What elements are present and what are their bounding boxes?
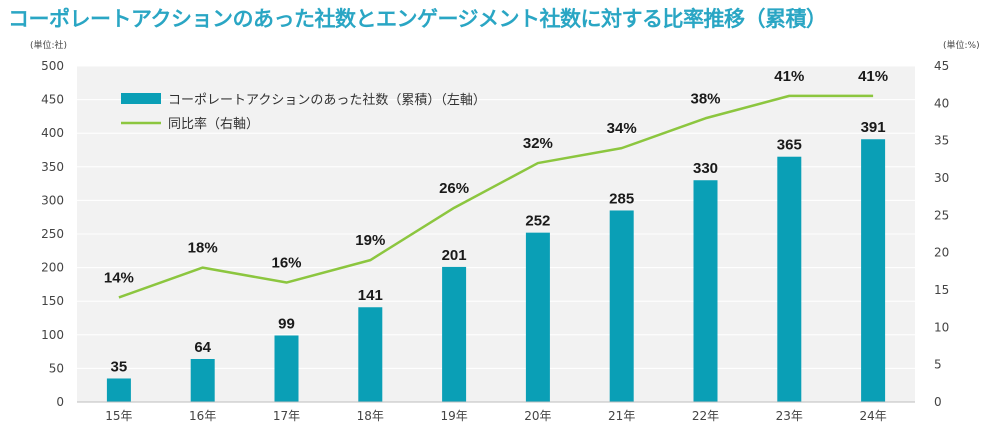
right-axis-tick: 40 xyxy=(934,96,949,110)
ratio-line xyxy=(118,94,874,299)
x-axis-tick: 16年 xyxy=(189,409,216,423)
legend-bar-label: コーポレートアクションのあった社数（累積）（左軸） xyxy=(168,92,486,108)
x-axis-tick: 17年 xyxy=(273,409,300,423)
ratio-value-label: 18% xyxy=(188,240,218,257)
ratio-value-label: 32% xyxy=(523,135,553,152)
right-axis-tick: 25 xyxy=(934,208,949,222)
bar xyxy=(106,378,131,402)
bar xyxy=(190,358,215,402)
x-axis-tick: 23年 xyxy=(776,409,803,423)
ratio-value-label: 38% xyxy=(690,90,720,107)
bar xyxy=(861,139,886,403)
x-axis-tick: 22年 xyxy=(692,409,719,423)
left-axis-tick: 250 xyxy=(41,227,64,241)
left-axis-tick: 100 xyxy=(41,328,64,342)
bar-value-label: 201 xyxy=(442,247,467,264)
ratio-value-label: 34% xyxy=(607,120,637,137)
right-axis-tick: 0 xyxy=(934,395,942,409)
left-axis-tick: 350 xyxy=(41,160,64,174)
left-axis-tick: 0 xyxy=(56,395,64,409)
ratio-value-label: 16% xyxy=(271,255,301,272)
right-axis-tick: 5 xyxy=(934,358,942,372)
legend-bar-swatch xyxy=(121,93,161,104)
right-axis-tick: 15 xyxy=(934,283,949,297)
left-axis-tick: 150 xyxy=(41,294,64,308)
ratio-value-label: 41% xyxy=(858,68,888,85)
x-axis-tick: 24年 xyxy=(859,409,886,423)
right-axis-tick: 10 xyxy=(934,320,949,334)
left-axis-unit: (単位:社) xyxy=(30,39,67,51)
bar-value-label: 330 xyxy=(693,160,718,177)
right-axis-tick: 30 xyxy=(934,171,949,185)
x-axis-tick: 21年 xyxy=(608,409,635,423)
ratio-value-label: 14% xyxy=(104,269,134,286)
bar xyxy=(777,156,802,402)
bar xyxy=(693,180,718,402)
bar-value-label: 285 xyxy=(609,190,634,207)
bar-value-label: 64 xyxy=(194,339,211,356)
ratio-value-label: 41% xyxy=(774,68,804,85)
bar xyxy=(442,266,467,402)
x-axis-tick: 18年 xyxy=(357,409,384,423)
left-axis-tick: 500 xyxy=(41,59,64,73)
bar xyxy=(525,232,550,402)
x-axis-tick: 15年 xyxy=(105,409,132,423)
bar xyxy=(609,210,634,402)
chart-title: コーポレートアクションのあった社数とエンゲージメント社数に対する比率推移（累積） xyxy=(8,7,827,31)
left-axis-tick: 300 xyxy=(41,193,64,207)
right-axis-unit: (単位:%) xyxy=(943,39,980,51)
x-axis-tick: 20年 xyxy=(524,409,551,423)
legend-line-label: 同比率（右軸） xyxy=(168,116,259,132)
left-axis-tick: 400 xyxy=(41,126,64,140)
left-axis-tick: 450 xyxy=(41,93,64,107)
bar-value-label: 141 xyxy=(358,287,383,304)
bar xyxy=(274,335,299,402)
ratio-value-label: 26% xyxy=(439,180,469,197)
x-axis-tick: 19年 xyxy=(440,409,467,423)
bar-value-label: 391 xyxy=(861,119,886,136)
ratio-value-label: 19% xyxy=(355,232,385,249)
left-axis-tick: 200 xyxy=(41,261,64,275)
bar-value-label: 365 xyxy=(777,137,802,154)
bar-value-label: 99 xyxy=(278,315,295,332)
right-axis-tick: 20 xyxy=(934,246,949,260)
bar-value-label: 35 xyxy=(111,358,128,375)
right-axis-tick: 45 xyxy=(934,59,949,73)
right-axis-tick: 35 xyxy=(934,134,949,148)
left-axis-tick: 50 xyxy=(49,361,64,375)
bar-value-label: 252 xyxy=(525,213,550,230)
bar xyxy=(358,307,383,402)
